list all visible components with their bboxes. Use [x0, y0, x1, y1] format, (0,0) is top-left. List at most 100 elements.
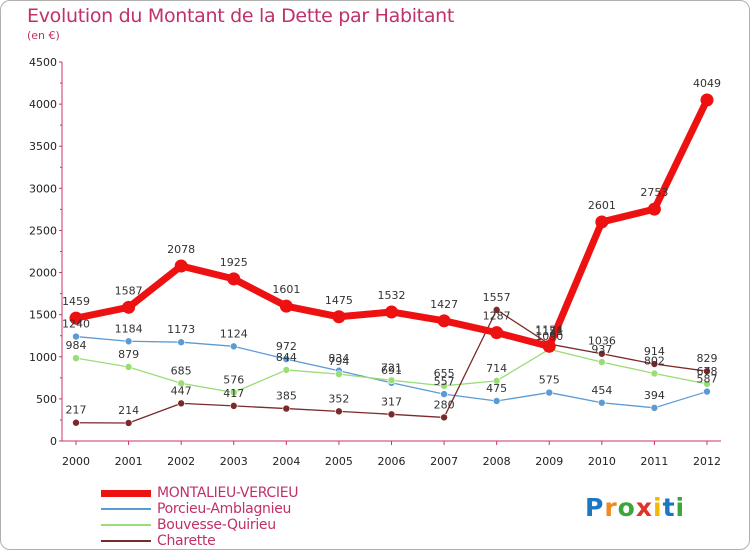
data-label: 1240 [62, 318, 90, 331]
data-label: 454 [591, 384, 612, 397]
chart-legend: MONTALIEU-VERCIEU Porcieu-Amblagnieu Bou… [101, 485, 299, 549]
data-label: 317 [381, 395, 402, 408]
x-tick-label: 2001 [115, 455, 143, 468]
data-point [700, 93, 714, 107]
data-label: 1090 [535, 330, 563, 343]
data-point [229, 342, 238, 351]
x-tick-label: 2006 [378, 455, 406, 468]
legend-label: Bouvesse-Quirieu [157, 517, 276, 533]
data-point [282, 355, 291, 363]
data-point [282, 404, 291, 413]
legend-label: Charette [157, 533, 216, 549]
x-tick-label: 2011 [640, 455, 668, 468]
data-label: 217 [66, 404, 87, 417]
data-label: 557 [434, 375, 455, 388]
data-point [440, 413, 448, 422]
data-label: 1287 [483, 310, 511, 323]
data-label: 834 [328, 352, 349, 365]
x-tick-label: 2009 [535, 455, 563, 468]
legend-swatch [101, 540, 151, 542]
data-point [332, 310, 346, 324]
data-point [124, 337, 133, 346]
data-label: 984 [66, 339, 87, 352]
data-point [492, 306, 501, 314]
data-point [437, 314, 451, 328]
data-point [229, 402, 238, 410]
data-label: 721 [381, 361, 402, 374]
logo-letter: t [662, 493, 676, 522]
data-point [647, 202, 661, 216]
legend-swatch [101, 508, 151, 510]
data-point [72, 418, 80, 427]
data-label: 394 [644, 389, 665, 402]
data-label: 1475 [325, 294, 353, 307]
x-tick-label: 2004 [272, 455, 300, 468]
data-label: 576 [223, 373, 244, 386]
data-label: 1184 [115, 322, 143, 335]
data-point [490, 326, 504, 340]
data-point [335, 370, 343, 378]
data-label: 691 [381, 364, 402, 377]
data-point [174, 259, 188, 273]
data-label: 714 [486, 362, 507, 375]
legend-label: Porcieu-Amblagnieu [157, 501, 292, 517]
data-point [650, 360, 659, 368]
data-point [227, 272, 241, 286]
y-tick-label: 500 [36, 393, 57, 406]
legend-item: Charette [101, 533, 298, 549]
data-point [595, 215, 609, 229]
y-tick-label: 2000 [29, 267, 57, 280]
x-tick-label: 2008 [483, 455, 511, 468]
data-label: 1151 [535, 325, 563, 338]
chart-subtitle: (en €) [27, 29, 60, 42]
legend-label: MONTALIEU-VERCIEU [157, 485, 299, 501]
data-point [703, 380, 711, 388]
y-tick-label: 0 [50, 435, 57, 448]
data-label: 575 [539, 374, 560, 387]
data-label: 879 [118, 348, 139, 361]
x-tick-label: 2007 [430, 455, 458, 468]
y-tick-label: 1000 [29, 351, 57, 364]
data-point [598, 358, 606, 366]
data-label: 417 [223, 387, 244, 400]
data-point [69, 311, 83, 325]
data-point [545, 388, 554, 397]
y-tick-label: 3000 [29, 182, 57, 195]
data-point [492, 377, 501, 385]
data-label: 2601 [588, 199, 616, 212]
data-label: 802 [644, 354, 665, 367]
data-point [279, 299, 293, 313]
data-point [177, 338, 185, 347]
data-label: 385 [276, 390, 297, 403]
data-label: 1124 [535, 323, 563, 336]
data-label: 1557 [483, 291, 511, 304]
logo-letter: i [653, 493, 663, 522]
data-label: 1173 [167, 323, 195, 336]
x-tick-label: 2010 [588, 455, 616, 468]
data-label: 2753 [640, 186, 668, 199]
data-label: 844 [276, 351, 297, 364]
y-tick-label: 4000 [29, 98, 57, 111]
data-point [177, 379, 185, 388]
logo-letter: P [585, 493, 605, 522]
logo-letter: i [675, 493, 686, 522]
data-label: 2078 [167, 243, 195, 256]
data-label: 829 [697, 352, 718, 365]
data-point [72, 354, 80, 362]
x-tick-label: 2003 [220, 455, 248, 468]
x-tick-label: 2002 [167, 455, 195, 468]
data-point [703, 367, 711, 375]
data-label: 1459 [62, 295, 90, 308]
data-label: 1427 [430, 298, 458, 311]
x-tick-label: 2005 [325, 455, 353, 468]
proxiti-logo: Proxiti [585, 493, 685, 522]
chart-title: Evolution du Montant de la Dette par Hab… [27, 5, 455, 27]
y-tick-label: 4500 [29, 56, 57, 69]
data-label: 214 [118, 404, 139, 417]
data-point [124, 363, 133, 371]
legend-swatch [101, 524, 151, 526]
data-label: 914 [644, 345, 665, 358]
data-label: 794 [328, 355, 349, 368]
data-label: 678 [697, 365, 718, 378]
